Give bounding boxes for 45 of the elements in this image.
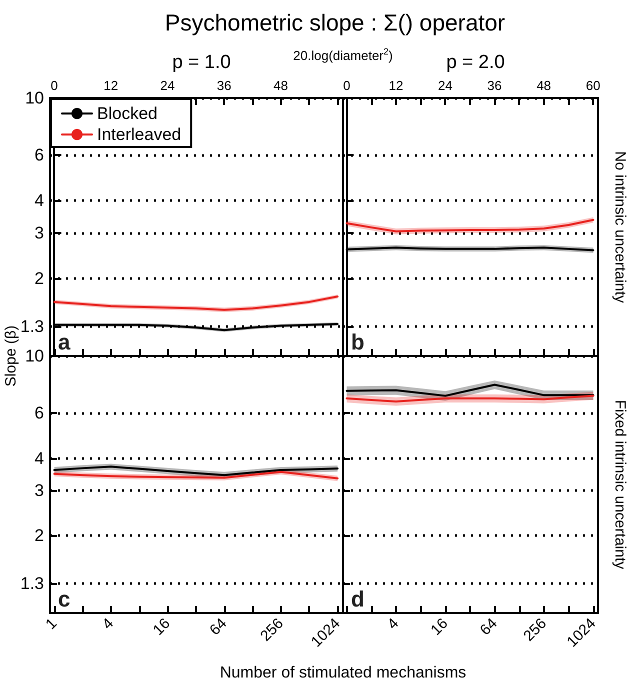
chart-title: Psychometric slope : Σ() operator bbox=[164, 10, 506, 36]
y-tick-label: 4 bbox=[34, 448, 44, 468]
y-tick-label: 3 bbox=[34, 223, 44, 242]
x2-tick-label: 36 bbox=[487, 78, 502, 93]
y-tick-label: 6 bbox=[34, 404, 44, 423]
legend-label: Blocked bbox=[97, 104, 158, 123]
text: No intrinsic uncertainty bbox=[612, 151, 628, 304]
y-tick-label: 2 bbox=[34, 526, 44, 546]
x-tick-label: 64 bbox=[476, 614, 501, 639]
x-tick-label: 64 bbox=[206, 614, 230, 639]
x2-tick-label: 48 bbox=[273, 78, 288, 93]
text: Fixed intrinsic uncertainty bbox=[612, 400, 628, 570]
x-tick-label: 256 bbox=[520, 614, 550, 645]
y-tick-label: 10 bbox=[25, 88, 44, 108]
y-axis-title: Slope (β) bbox=[2, 325, 20, 387]
y-tick-label: 6 bbox=[34, 146, 44, 165]
annotation: c bbox=[58, 586, 70, 612]
x2-tick-label: 0 bbox=[50, 78, 58, 93]
x-tick-label: 16 bbox=[150, 614, 174, 639]
x2-tick-label: 0 bbox=[343, 78, 350, 93]
annotation: b bbox=[351, 330, 364, 354]
y-tick-label: 1.3 bbox=[20, 574, 44, 594]
annotation: d bbox=[351, 586, 364, 612]
x2-tick-label: 12 bbox=[388, 78, 404, 93]
x-tick-label: 1 bbox=[42, 614, 60, 633]
x-tick-label: 256 bbox=[257, 614, 287, 645]
x-tick-label: 16 bbox=[428, 614, 452, 639]
y-tick-label: 3 bbox=[34, 480, 44, 500]
y-tick-label: 1.3 bbox=[20, 317, 44, 336]
legend-label: Interleaved bbox=[97, 125, 182, 144]
x2-tick-label: 24 bbox=[160, 78, 175, 93]
x2-tick-label: 12 bbox=[104, 78, 118, 93]
y-tick-label: 2 bbox=[34, 268, 44, 288]
annotation: a bbox=[58, 330, 71, 354]
x2-tick-label: 24 bbox=[438, 78, 452, 93]
x-tick-label: 4 bbox=[384, 614, 402, 633]
x2-tick-label: 36 bbox=[216, 78, 232, 93]
y-tick-label: 10 bbox=[25, 346, 44, 366]
chart-subtitle: p = 1.0 bbox=[172, 52, 231, 73]
y-tick-label: 4 bbox=[34, 191, 44, 210]
x-axis-title: Number of stimulated mechanisms bbox=[220, 664, 466, 682]
x2-tick-label: 60 bbox=[586, 78, 600, 93]
x2-tick-label: 48 bbox=[536, 78, 552, 93]
chart-subtitle: p = 2.0 bbox=[446, 52, 505, 73]
x-tick-label: 4 bbox=[99, 614, 117, 633]
